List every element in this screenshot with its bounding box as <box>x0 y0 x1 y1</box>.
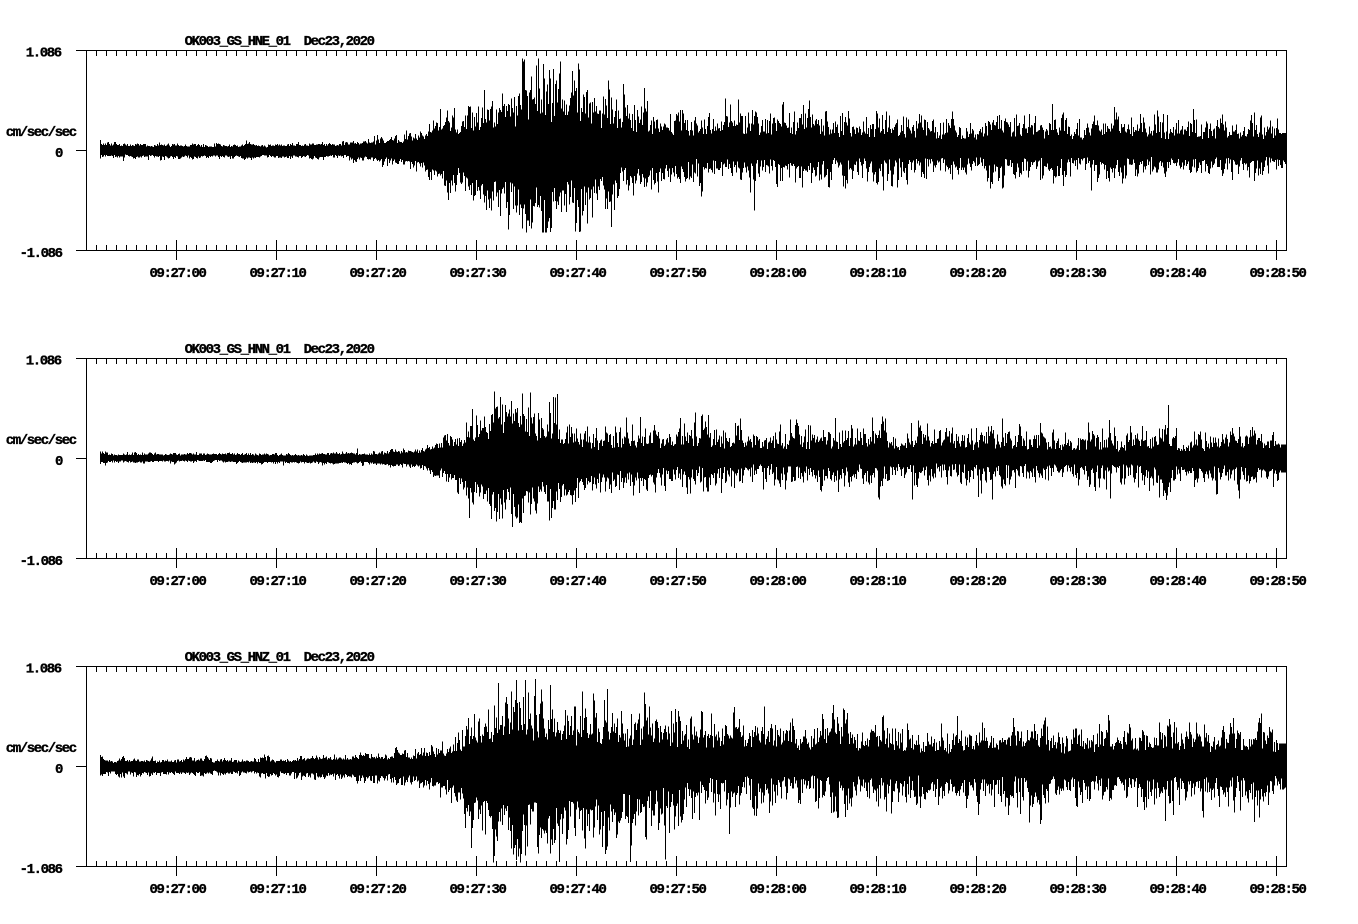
svg-text:cm/sec/sec: cm/sec/sec <box>6 125 77 141</box>
svg-text:09:28:30: 09:28:30 <box>1050 882 1107 898</box>
svg-text:09:27:10: 09:27:10 <box>250 266 307 282</box>
svg-text:09:28:20: 09:28:20 <box>950 266 1007 282</box>
svg-text:0: 0 <box>55 454 63 470</box>
svg-text:09:28:00: 09:28:00 <box>750 882 807 898</box>
svg-text:1.086: 1.086 <box>26 46 62 62</box>
svg-text:OK003_GS_HNZ_01 Dec23,2020: OK003_GS_HNZ_01 Dec23,2020 <box>185 650 375 666</box>
svg-text:1.086: 1.086 <box>26 662 62 678</box>
svg-text:-1.086: -1.086 <box>20 554 63 570</box>
svg-text:09:28:00: 09:28:00 <box>750 574 807 590</box>
svg-text:09:28:50: 09:28:50 <box>1250 266 1307 282</box>
svg-text:09:28:40: 09:28:40 <box>1150 266 1207 282</box>
svg-text:cm/sec/sec: cm/sec/sec <box>6 741 77 757</box>
svg-text:1.086: 1.086 <box>26 354 62 370</box>
svg-text:09:28:50: 09:28:50 <box>1250 574 1307 590</box>
svg-text:09:28:20: 09:28:20 <box>950 882 1007 898</box>
svg-text:0: 0 <box>55 762 63 778</box>
svg-text:09:27:50: 09:27:50 <box>650 574 707 590</box>
svg-text:09:28:40: 09:28:40 <box>1150 574 1207 590</box>
svg-text:09:27:30: 09:27:30 <box>450 574 507 590</box>
svg-text:cm/sec/sec: cm/sec/sec <box>6 433 77 449</box>
svg-text:09:27:00: 09:27:00 <box>150 574 207 590</box>
svg-text:09:28:40: 09:28:40 <box>1150 882 1207 898</box>
svg-text:09:27:20: 09:27:20 <box>350 266 407 282</box>
svg-text:09:27:00: 09:27:00 <box>150 266 207 282</box>
svg-text:09:27:40: 09:27:40 <box>550 266 607 282</box>
svg-text:09:27:40: 09:27:40 <box>550 882 607 898</box>
svg-text:OK003_GS_HNE_01 Dec23,2020: OK003_GS_HNE_01 Dec23,2020 <box>185 34 375 50</box>
svg-text:-1.086: -1.086 <box>20 246 63 262</box>
svg-text:09:28:20: 09:28:20 <box>950 574 1007 590</box>
svg-text:-1.086: -1.086 <box>20 862 63 878</box>
svg-text:09:28:10: 09:28:10 <box>850 266 907 282</box>
svg-text:09:28:30: 09:28:30 <box>1050 574 1107 590</box>
svg-text:0: 0 <box>55 146 63 162</box>
svg-text:09:28:30: 09:28:30 <box>1050 266 1107 282</box>
svg-text:09:27:10: 09:27:10 <box>250 882 307 898</box>
svg-text:09:27:50: 09:27:50 <box>650 266 707 282</box>
svg-text:09:27:40: 09:27:40 <box>550 574 607 590</box>
svg-text:09:27:50: 09:27:50 <box>650 882 707 898</box>
svg-text:09:28:10: 09:28:10 <box>850 882 907 898</box>
svg-text:09:27:30: 09:27:30 <box>450 266 507 282</box>
svg-text:09:27:00: 09:27:00 <box>150 882 207 898</box>
svg-text:09:28:10: 09:28:10 <box>850 574 907 590</box>
svg-text:09:27:10: 09:27:10 <box>250 574 307 590</box>
svg-text:OK003_GS_HNN_01 Dec23,2020: OK003_GS_HNN_01 Dec23,2020 <box>185 342 375 358</box>
svg-text:09:27:20: 09:27:20 <box>350 882 407 898</box>
svg-text:09:27:20: 09:27:20 <box>350 574 407 590</box>
svg-text:09:28:00: 09:28:00 <box>750 266 807 282</box>
svg-text:09:27:30: 09:27:30 <box>450 882 507 898</box>
svg-text:09:28:50: 09:28:50 <box>1250 882 1307 898</box>
